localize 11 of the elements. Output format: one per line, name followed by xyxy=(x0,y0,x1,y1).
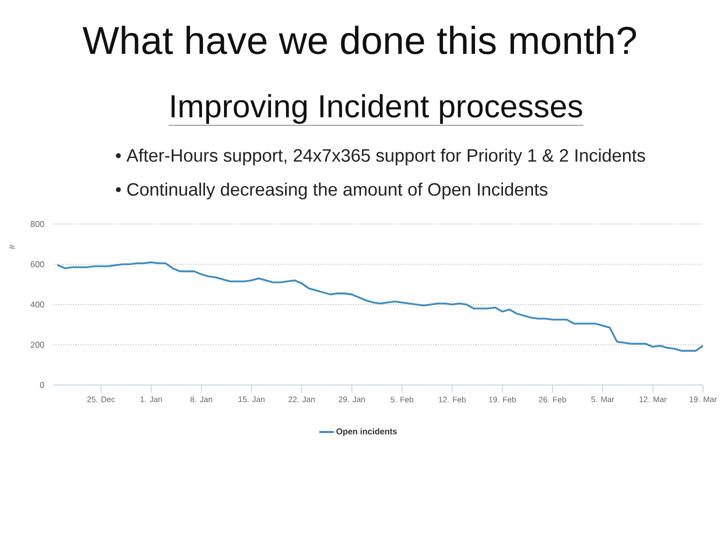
legend-label: Open incidents xyxy=(336,428,397,436)
y-tick-label: 400 xyxy=(30,302,44,308)
chart-subtitle: Improving Incident processes xyxy=(172,94,582,124)
y-axis-title: # xyxy=(9,244,15,250)
chart-title: What have we done this month? xyxy=(82,26,636,54)
y-tick-label: 200 xyxy=(30,342,44,348)
y-tick-label: 0 xyxy=(40,382,44,388)
text: • Continually decreasing the amount of Open Incidents xyxy=(116,182,548,200)
y-tick-label: 600 xyxy=(30,261,44,268)
y-tick-label: 800 xyxy=(30,221,44,228)
text: • After-Hours support, 24x7x365 support for Priority 1 & 2 Incidents xyxy=(116,148,646,166)
